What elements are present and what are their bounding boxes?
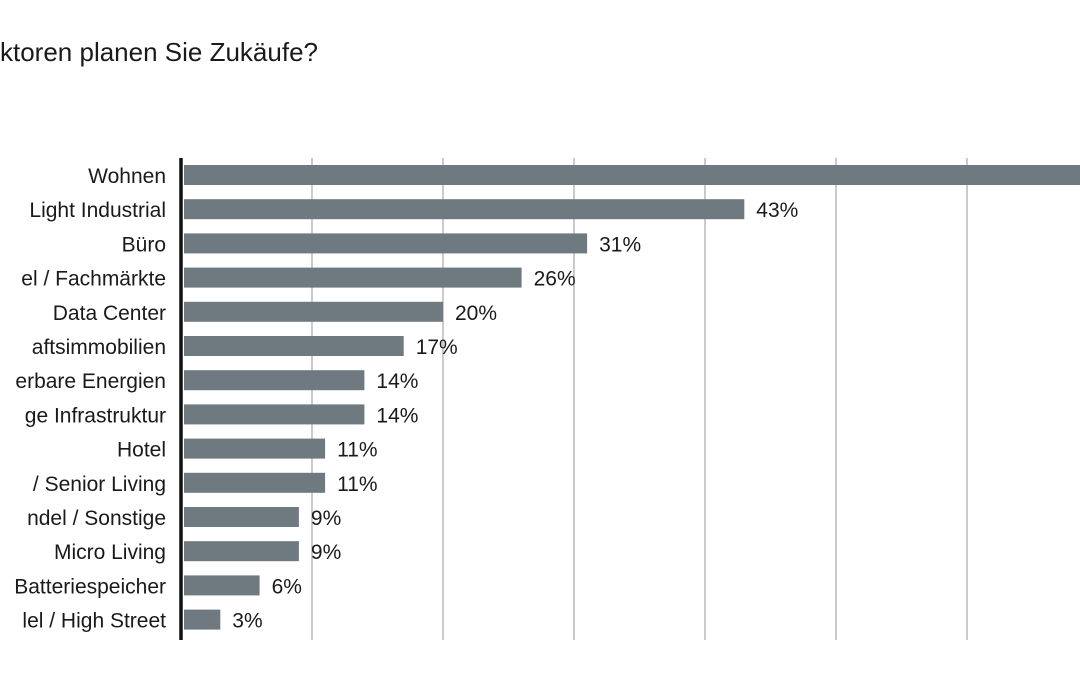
bar <box>184 541 299 562</box>
gridlines <box>311 158 968 640</box>
bar <box>184 336 404 356</box>
value-label: 11% <box>337 439 377 462</box>
value-label: 9% <box>311 507 341 530</box>
category-label: lel / High Street <box>22 610 166 633</box>
bar <box>184 609 221 630</box>
category-label: Wohnen <box>88 165 166 188</box>
value-label: 43% <box>756 199 798 222</box>
bars <box>184 165 1080 630</box>
bar <box>184 233 588 254</box>
bar <box>184 472 326 493</box>
value-labels: 43% 31% 26% 20% 17% 14% 14% 11% 11% 9% 9% 6% 3% <box>232 199 798 632</box>
category-label: Micro Living <box>54 541 166 564</box>
value-label: 14% <box>376 404 418 427</box>
category-label: erbare Energien <box>15 370 166 393</box>
category-label: el / Fachmärkte <box>21 268 166 291</box>
value-label: 17% <box>416 336 458 359</box>
category-label: Light Industrial <box>29 199 166 222</box>
value-label: 6% <box>272 575 302 598</box>
value-label: 11% <box>337 473 377 496</box>
value-label: 9% <box>311 541 341 564</box>
category-label: Büro <box>122 233 166 256</box>
bar <box>184 370 365 391</box>
category-label: Hotel <box>117 439 166 462</box>
category-labels: Wohnen Light Industrial Büro el / Fachmärkt… <box>14 165 166 633</box>
bar <box>184 507 299 527</box>
category-label: Batteriespeicher <box>14 575 166 598</box>
value-label: 31% <box>599 233 641 256</box>
bar <box>184 575 260 596</box>
bar <box>184 301 443 322</box>
category-label: ge Infrastruktur <box>25 404 166 427</box>
category-label: aftsimmobilien <box>32 336 166 359</box>
bar <box>184 199 745 220</box>
bar <box>184 267 522 288</box>
value-label: 14% <box>376 370 418 393</box>
category-label: / Senior Living <box>33 473 166 496</box>
bar <box>184 438 326 459</box>
value-label: 20% <box>455 302 497 325</box>
value-label: 3% <box>232 610 262 633</box>
bar <box>184 404 365 425</box>
chart-title: ktoren planen Sie Zukäufe? <box>0 37 318 67</box>
category-label: Data Center <box>53 302 166 325</box>
value-label: 26% <box>534 268 576 291</box>
bar <box>184 165 1080 185</box>
category-label: ndel / Sonstige <box>27 507 166 530</box>
